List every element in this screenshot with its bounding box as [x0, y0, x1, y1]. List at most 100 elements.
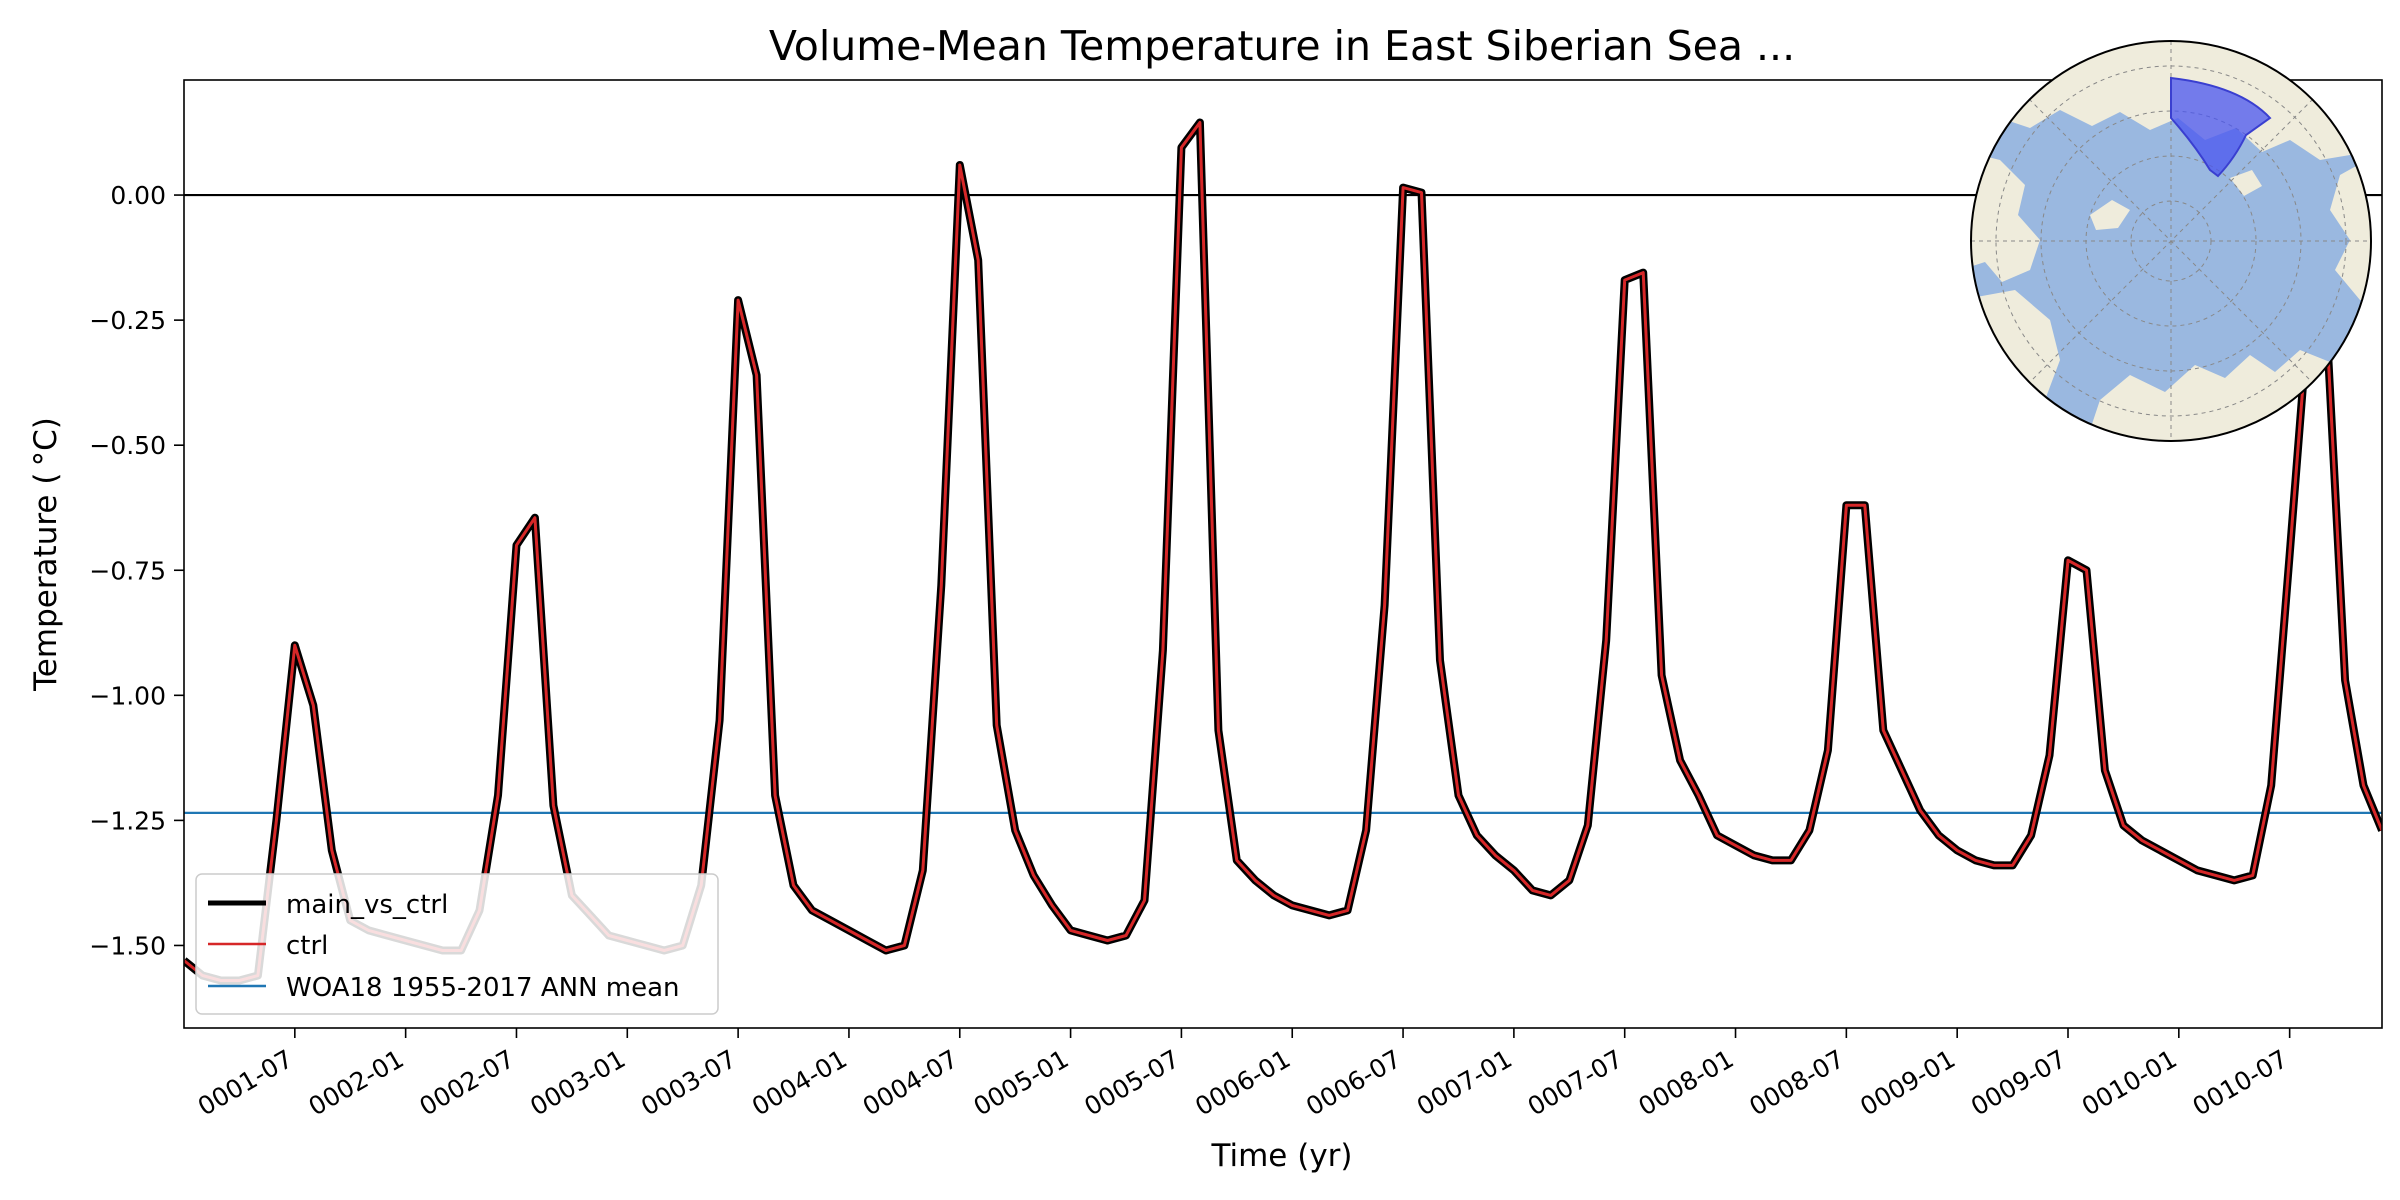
data-point [1862, 502, 1868, 508]
data-point [2287, 552, 2293, 558]
data-point [1788, 857, 1794, 863]
data-point [513, 542, 519, 548]
x-axis-label: Time (yr) [1211, 1138, 1353, 1174]
data-point [1825, 747, 1831, 753]
data-point [2028, 832, 2034, 838]
data-point [2342, 677, 2348, 683]
data-point [273, 817, 279, 823]
data-point [2157, 847, 2163, 853]
data-point [2010, 862, 2016, 868]
data-point [2176, 857, 2182, 863]
data-point [1566, 877, 1572, 883]
data-point [1733, 842, 1739, 848]
data-point [1289, 902, 1295, 908]
y-tick-label: −1.25 [89, 806, 166, 835]
series-line-ctrl [184, 121, 2382, 982]
data-point [1603, 637, 1609, 643]
data-point [1640, 270, 1646, 276]
data-point [1197, 120, 1203, 126]
data-point [1234, 857, 1240, 863]
data-point [1363, 827, 1369, 833]
data-point [1382, 602, 1388, 608]
legend-box [195, 873, 719, 1015]
data-point [2120, 822, 2126, 828]
data-point [809, 907, 815, 913]
y-tick-label: −1.50 [89, 931, 166, 960]
data-point [975, 257, 981, 263]
data-point [1049, 902, 1055, 908]
data-point [2083, 567, 2089, 573]
data-point [920, 867, 926, 873]
data-point [1714, 832, 1720, 838]
data-point [1880, 727, 1886, 733]
y-tick-label: −1.00 [89, 681, 166, 710]
data-point [292, 642, 298, 648]
data-point [1936, 832, 1942, 838]
data-point [2231, 877, 2237, 883]
data-point [1123, 932, 1129, 938]
data-point [2268, 782, 2274, 788]
data-point [532, 515, 538, 521]
data-point [883, 947, 889, 953]
data-point [495, 792, 501, 798]
y-axis-label: Temperature ( °C) [28, 417, 64, 692]
chart-title: Volume-Mean Temperature in East Siberian… [769, 22, 1795, 70]
data-point [1474, 832, 1480, 838]
data-point [1455, 792, 1461, 798]
data-point [754, 372, 760, 378]
y-tick-label: −0.75 [89, 556, 166, 585]
map-border [1970, 40, 2372, 442]
legend-label-main-vs-ctrl: main_vs_ctrl [286, 890, 448, 920]
data-point [791, 882, 797, 888]
data-point [2213, 872, 2219, 878]
y-tick-label: −0.50 [89, 431, 166, 460]
data-point [1160, 647, 1166, 653]
data-point [1419, 190, 1425, 196]
data-point [864, 937, 870, 943]
data-point [1548, 892, 1554, 898]
data-point [1271, 892, 1277, 898]
y-tick-label: 0.00 [110, 181, 166, 210]
data-point [2102, 767, 2108, 773]
data-point [772, 792, 778, 798]
data-point [1991, 862, 1997, 868]
data-point [1917, 807, 1923, 813]
data-point [735, 297, 741, 303]
data-point [1973, 857, 1979, 863]
data-point [1696, 792, 1702, 798]
data-point [1899, 767, 1905, 773]
data-point [1105, 937, 1111, 943]
data-point [1806, 827, 1812, 833]
data-point [1086, 932, 1092, 938]
data-point [1677, 757, 1683, 763]
data-point [1308, 907, 1314, 913]
data-point [1622, 277, 1628, 283]
data-point [1511, 867, 1517, 873]
data-point [994, 722, 1000, 728]
plot-content [184, 118, 2382, 985]
y-axis: 0.00 −0.25 −0.50 −0.75 −1.00 −1.25 −1.50 [89, 181, 184, 960]
data-point [957, 162, 963, 168]
data-point [2047, 752, 2053, 758]
data-point [2194, 867, 2200, 873]
data-point [846, 927, 852, 933]
data-point [1068, 927, 1074, 933]
data-point [1178, 145, 1184, 151]
data-point [1659, 672, 1665, 678]
region-highlight-east-siberian-sea [2170, 76, 2272, 178]
data-point [310, 702, 316, 708]
data-point [329, 847, 335, 853]
legend-label-ctrl: ctrl [286, 931, 328, 961]
data-point [938, 582, 944, 588]
data-point [1585, 822, 1591, 828]
data-point [2065, 557, 2071, 563]
legend: main_vs_ctrl ctrl WOA18 1955-2017 ANN me… [195, 873, 719, 1015]
data-point [1215, 727, 1221, 733]
data-point [1529, 887, 1535, 893]
data-point [1492, 852, 1498, 858]
data-point [1751, 852, 1757, 858]
data-point [2250, 872, 2256, 878]
data-point [2139, 837, 2145, 843]
data-point [1769, 857, 1775, 863]
